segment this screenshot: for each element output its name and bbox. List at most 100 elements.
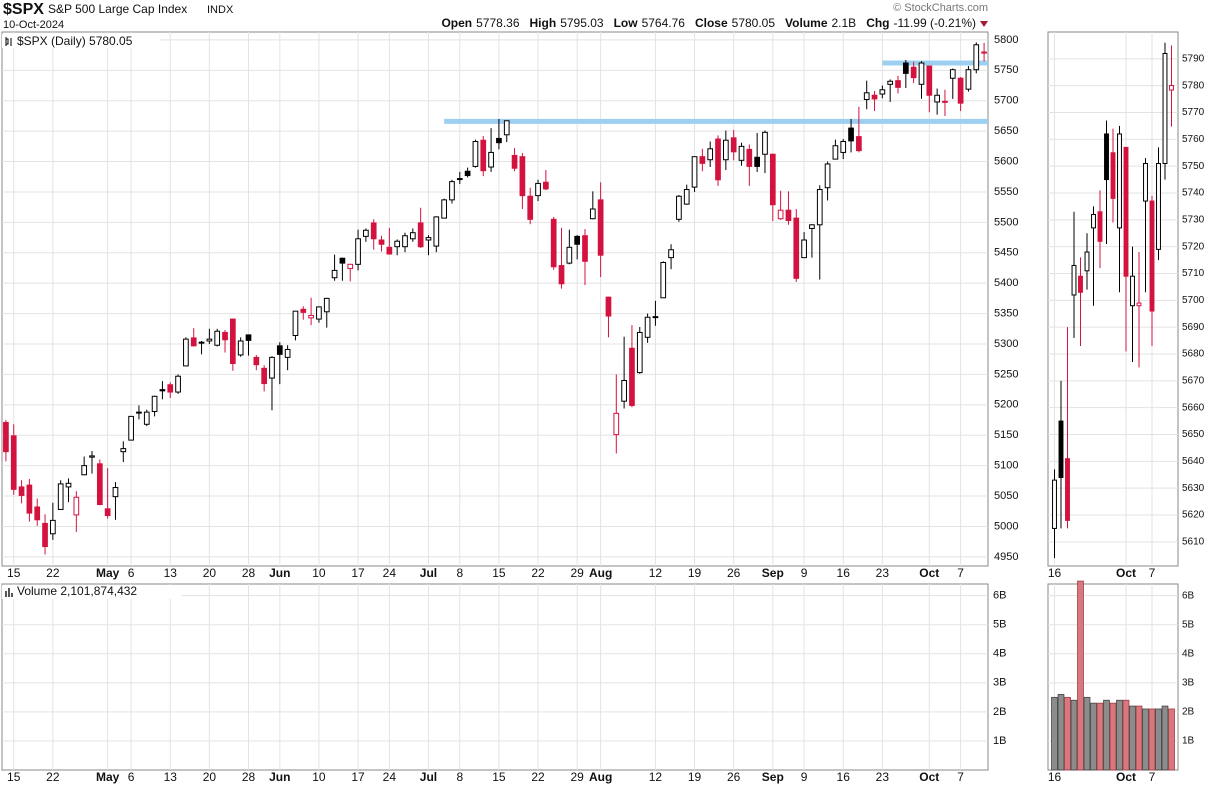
volume-bar (370, 700, 377, 770)
candle-body (50, 519, 56, 535)
volume-bar (253, 700, 260, 770)
legend-bg (2, 34, 160, 48)
candle-body (848, 127, 854, 142)
volume-bar (120, 700, 127, 770)
candle-body (629, 347, 635, 406)
candle-body (660, 262, 667, 299)
candle-body (10, 435, 17, 490)
volume-bar (777, 686, 784, 770)
candle-body (863, 92, 870, 101)
candle-body (464, 170, 471, 177)
volume-bar (856, 697, 863, 770)
x-tick-label: 6 (128, 566, 135, 580)
x-tick-label: 6 (128, 770, 135, 784)
zoom-volume-tick-label: 6B (1182, 590, 1195, 601)
x-tick-label: 16 (1048, 566, 1062, 580)
x-tick-label: 7 (957, 566, 964, 580)
volume-bar (472, 703, 479, 770)
volume-bar (237, 709, 244, 770)
volume-bar (1096, 702, 1104, 771)
candle-body (910, 66, 917, 79)
candle-body (237, 340, 244, 356)
y-tick-label: 4950 (994, 551, 1018, 563)
price-frame (1, 31, 989, 567)
zoom-volume (1051, 580, 1175, 771)
volume-bar (1168, 708, 1175, 771)
candle-body (1123, 146, 1129, 277)
candle-body (26, 484, 33, 514)
candle-body (425, 237, 432, 241)
y-tick-label: 5500 (994, 216, 1018, 228)
candle-body (1130, 275, 1135, 307)
x-tick-label: 26 (727, 770, 741, 784)
y-tick-label: 5400 (994, 277, 1018, 289)
candle-body (1104, 133, 1109, 181)
candle-body (284, 348, 291, 358)
candle-body (339, 257, 346, 264)
volume-bar (676, 694, 683, 770)
volume-bar (1083, 696, 1091, 771)
candle-body (441, 199, 447, 219)
volume-bar (942, 706, 949, 770)
zoom-y-tick-label: 5670 (1182, 375, 1205, 386)
candle-body (261, 367, 267, 385)
volume-bar (222, 703, 229, 770)
stat-value: 5778.36 (476, 16, 520, 30)
volume-bar (910, 703, 917, 770)
candle-body (449, 181, 455, 201)
volume-bar (965, 709, 972, 770)
candle-body (151, 395, 158, 413)
y-tick-label: 5200 (994, 399, 1018, 411)
candle-body (503, 120, 510, 136)
candle-body (566, 246, 573, 264)
zoom-y-tick-label: 5650 (1182, 429, 1205, 440)
volume-bar (621, 660, 628, 770)
x-tick-label: May (96, 566, 120, 580)
volume-bar (558, 692, 565, 770)
volume-bar (746, 703, 753, 770)
candle-body (96, 463, 103, 506)
zoom-y-tick-label: 5660 (1182, 402, 1205, 413)
volume-tick-label: 2B (993, 706, 1006, 718)
x-tick-label: 12 (649, 566, 663, 580)
volume-tick-label: 5B (993, 619, 1006, 631)
candle-body (1065, 458, 1070, 521)
candle-body (417, 222, 424, 248)
zoom-volume-tick-label: 1B (1182, 736, 1195, 747)
date: 10-Oct-2024 (3, 19, 64, 31)
volume-bar (363, 706, 370, 770)
candle-body (253, 356, 260, 366)
volume-bar (57, 703, 64, 770)
volume-bar (613, 660, 620, 770)
volume-bar (89, 706, 96, 770)
candle-body (1097, 211, 1103, 242)
price-stats: Open 5778.36 High 5795.03 Low 5764.76 Close 578… (441, 16, 976, 30)
x-tick-label: 26 (727, 566, 741, 580)
candle-body (65, 482, 72, 488)
volume-bar (159, 706, 166, 770)
zoom-y-tick-label: 5760 (1182, 134, 1205, 145)
volume-bar (480, 694, 487, 770)
candle-body (34, 506, 41, 521)
candle-body (198, 341, 205, 344)
volume-bar (1122, 699, 1130, 771)
candle-body (370, 222, 377, 240)
candle-body (206, 338, 213, 342)
volume-bar (816, 692, 823, 770)
candle-body (245, 334, 252, 341)
x-tick-label: 22 (46, 566, 60, 580)
x-tick-label: 22 (531, 770, 545, 784)
candle-body (871, 94, 878, 100)
volume-bar (230, 703, 237, 770)
x-tick-label: 23 (876, 770, 890, 784)
candle-body (159, 389, 166, 392)
candle-body (456, 178, 463, 181)
candle-body (769, 153, 776, 206)
y-tick-label: 5100 (994, 460, 1018, 472)
volume-bar (629, 671, 636, 770)
x-tick-label: 22 (531, 566, 545, 580)
volume-bar (589, 680, 596, 770)
candle-body (636, 331, 643, 374)
candle-body (409, 232, 416, 240)
x-tick-label: 13 (164, 566, 178, 580)
